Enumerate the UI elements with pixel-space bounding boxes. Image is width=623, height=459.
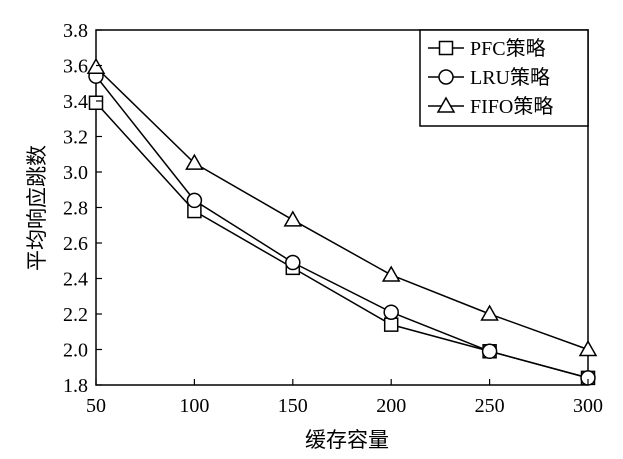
data-point-circle	[383, 304, 399, 320]
series-line	[95, 75, 589, 379]
data-point-triangle	[86, 57, 106, 75]
x-tick-label: 150	[278, 395, 308, 417]
legend-label: FIFO策略	[470, 95, 553, 118]
data-point-square	[88, 95, 104, 111]
legend-marker-circle	[438, 69, 454, 85]
y-tick-label: 2.0	[63, 340, 88, 362]
legend-label: PFC策略	[470, 37, 546, 60]
y-tick-label: 2.2	[63, 304, 88, 326]
x-axis-title: 缓存容量	[305, 428, 389, 452]
data-point-triangle	[480, 304, 499, 321]
series-line	[95, 66, 589, 351]
legend-marker-triangle	[436, 96, 456, 113]
y-tick-label: 2.4	[63, 269, 88, 291]
series-circle	[88, 68, 596, 386]
x-tick-label: 50	[86, 395, 106, 417]
legend-marker-square	[438, 40, 454, 56]
x-tick-label: 250	[475, 395, 505, 417]
legend-label: LRU策略	[470, 66, 550, 89]
y-tick-label: 3.4	[63, 91, 88, 113]
data-point-square	[383, 317, 399, 332]
x-tick-label: 300	[573, 395, 603, 417]
data-point-circle	[285, 254, 301, 271]
y-tick-label: 2.6	[63, 233, 88, 255]
y-axis-title: 平均响应跳数	[25, 145, 49, 271]
series-triangle	[86, 57, 598, 357]
y-tick-label: 2.8	[63, 198, 88, 220]
data-point-triangle	[185, 153, 204, 170]
legend: PFC策略 LRU策略 FIFO策略	[419, 29, 589, 127]
data-point-triangle	[381, 265, 401, 282]
y-tick-label: 3.8	[63, 20, 88, 42]
data-point-triangle	[578, 339, 598, 357]
series-line	[95, 102, 589, 379]
y-tick-label: 1.8	[63, 375, 88, 397]
y-tick-label: 3.2	[63, 127, 88, 149]
x-tick-label: 100	[179, 395, 209, 417]
x-tick-label: 200	[376, 395, 406, 417]
data-point-circle	[481, 343, 498, 360]
series-square	[88, 95, 596, 386]
data-point-circle	[186, 192, 203, 209]
y-tick-label: 3.6	[63, 56, 88, 78]
data-point-triangle	[283, 210, 303, 227]
y-tick-label: 3.0	[63, 162, 88, 184]
